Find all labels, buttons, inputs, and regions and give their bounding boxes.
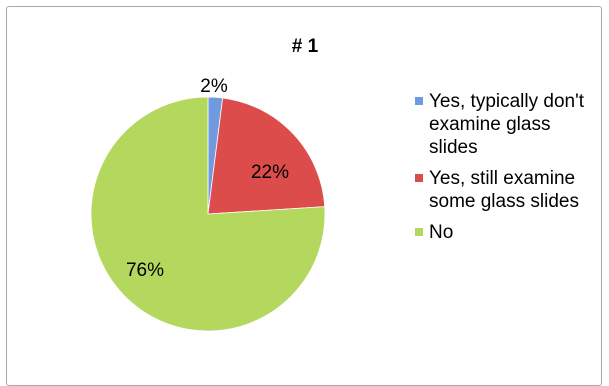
legend-label: No (429, 222, 454, 243)
legend-swatch (415, 228, 423, 236)
legend: Yes, typically don't examine glass slide… (415, 90, 595, 252)
legend-label: Yes, typically don't examine glass slide… (429, 91, 585, 158)
legend-swatch (415, 97, 423, 105)
pie-chart: 2% 22% 76% (90, 76, 326, 332)
pie-slices (90, 96, 326, 332)
pie-slice-no (90, 96, 326, 332)
legend-item-no: No (415, 221, 595, 244)
legend-item-yes-still: Yes, still examine some glass slides (415, 167, 595, 213)
slice-label-yes-still: 22% (251, 162, 289, 183)
legend-label: Yes, still examine some glass slides (429, 168, 579, 212)
slice-label-no: 76% (126, 260, 164, 281)
pie-slice-yes-still (207, 97, 326, 215)
legend-item-yes-typically: Yes, typically don't examine glass slide… (415, 90, 595, 159)
legend-swatch (415, 174, 423, 182)
slice-label-yes-typically: 2% (200, 76, 228, 97)
pie-labels: 2% 22% 76% (126, 76, 289, 281)
chart-title: # 1 (291, 36, 319, 57)
